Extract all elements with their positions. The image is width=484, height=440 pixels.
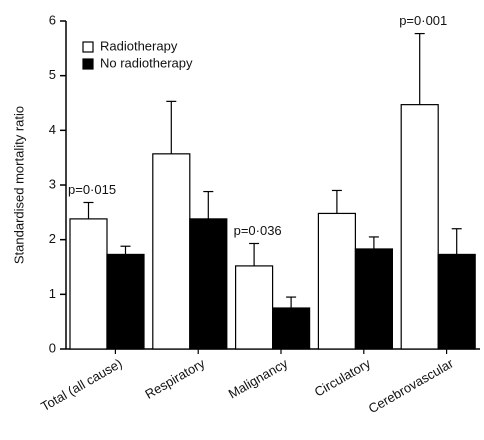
- bar: [152, 153, 191, 350]
- bar: [69, 218, 108, 350]
- y-axis-title: Standardised mortality ratio: [11, 106, 26, 264]
- bar: [437, 253, 476, 350]
- x-tick-label: Respiratory: [142, 355, 207, 401]
- bar: [106, 253, 145, 350]
- y-tick-label: 2: [49, 231, 56, 246]
- bar: [354, 248, 393, 350]
- x-tick-label: Malignancy: [226, 355, 291, 401]
- legend-swatch: [82, 41, 94, 53]
- legend-label: Radiotherapy: [100, 38, 178, 53]
- bar: [272, 307, 311, 350]
- x-tick-label: Cerebrovascular: [366, 355, 457, 416]
- y-tick-label: 0: [49, 340, 56, 355]
- bar: [400, 104, 439, 350]
- bar: [317, 212, 356, 350]
- y-tick-label: 4: [49, 122, 56, 137]
- p-value-annotation: p=0·015: [68, 182, 116, 197]
- x-tick-label: Circulatory: [312, 355, 374, 399]
- x-tick-label: Total (all cause): [38, 356, 124, 415]
- legend-swatch: [82, 58, 94, 70]
- y-tick-label: 1: [49, 286, 56, 301]
- bar: [235, 265, 274, 350]
- p-value-annotation: p=0·001: [399, 13, 447, 28]
- y-tick-label: 6: [49, 12, 56, 27]
- p-value-annotation: p=0·036: [234, 223, 282, 238]
- y-tick-label: 5: [49, 67, 56, 82]
- y-tick-label: 3: [49, 176, 56, 191]
- legend-label: No radiotherapy: [100, 55, 193, 70]
- bar: [189, 218, 228, 350]
